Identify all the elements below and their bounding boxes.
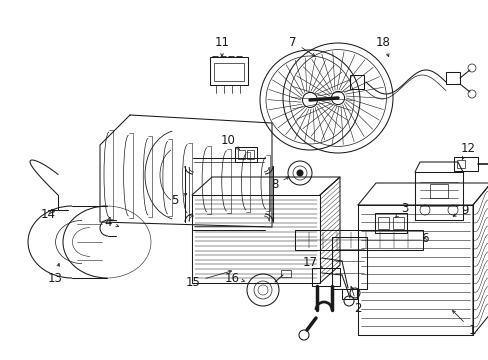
Bar	[453, 157, 477, 171]
Text: 11: 11	[214, 36, 229, 57]
Text: 2: 2	[350, 287, 361, 315]
Bar	[445, 72, 459, 84]
Text: 15: 15	[185, 270, 231, 288]
Text: 1: 1	[451, 311, 475, 337]
Circle shape	[296, 170, 303, 176]
Bar	[349, 75, 363, 89]
Text: 5: 5	[171, 194, 186, 207]
Text: 4: 4	[104, 216, 119, 229]
Bar	[246, 150, 253, 159]
Text: 3: 3	[395, 202, 408, 217]
Text: 18: 18	[375, 36, 389, 57]
Bar	[238, 150, 244, 159]
Text: 10: 10	[220, 134, 239, 149]
Bar	[374, 213, 406, 233]
Bar	[281, 270, 290, 277]
Bar	[294, 230, 422, 250]
Bar	[235, 147, 257, 162]
Text: 13: 13	[47, 264, 62, 284]
Text: 7: 7	[289, 36, 314, 56]
Text: 14: 14	[41, 208, 55, 221]
Bar	[456, 160, 464, 168]
Bar	[311, 268, 339, 286]
Bar	[214, 63, 244, 81]
Bar	[377, 217, 388, 229]
Bar	[392, 217, 403, 229]
Bar	[209, 57, 247, 85]
Text: 8: 8	[271, 177, 288, 192]
Text: 17: 17	[302, 256, 322, 269]
Text: 16: 16	[224, 271, 244, 284]
Text: 6: 6	[420, 231, 428, 244]
Text: 9: 9	[452, 203, 468, 216]
Bar	[429, 184, 447, 198]
Text: 12: 12	[460, 141, 474, 160]
